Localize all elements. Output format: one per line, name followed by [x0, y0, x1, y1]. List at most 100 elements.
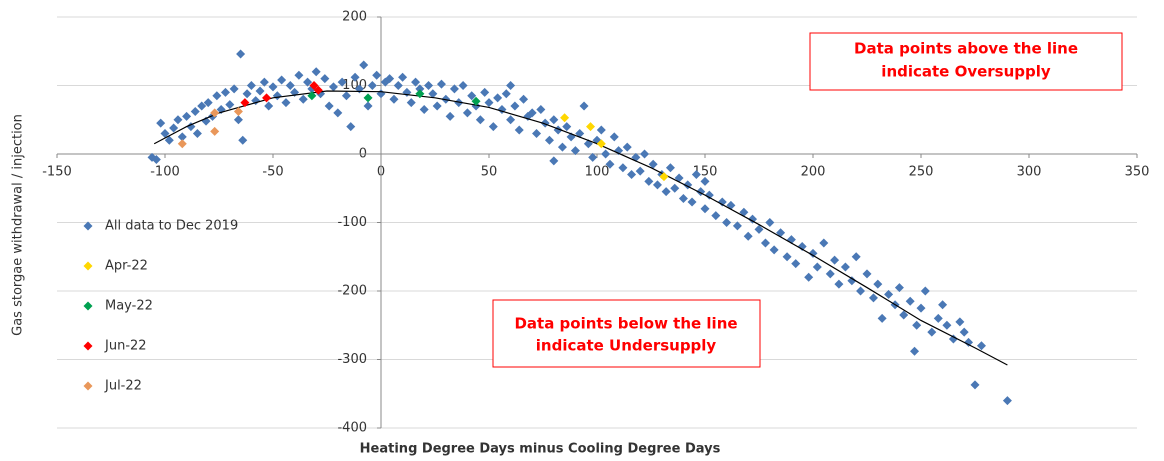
point	[389, 94, 399, 104]
point	[970, 380, 980, 390]
point	[678, 194, 688, 204]
point	[285, 81, 295, 90]
x-tick-label: 250	[909, 165, 934, 180]
point	[532, 128, 542, 138]
point	[313, 85, 323, 95]
point	[324, 101, 334, 111]
point	[570, 146, 580, 156]
point	[363, 93, 373, 103]
point	[976, 341, 986, 351]
point	[376, 89, 386, 99]
y-tick-label: -300	[337, 352, 367, 367]
point	[819, 238, 829, 248]
point	[586, 122, 596, 132]
point	[912, 320, 922, 330]
point	[212, 91, 222, 101]
point	[754, 224, 764, 234]
point	[825, 269, 835, 279]
point	[804, 272, 814, 282]
point	[449, 84, 459, 94]
point	[562, 122, 572, 132]
point	[236, 49, 246, 59]
point	[458, 81, 468, 90]
x-tick-label: 300	[1017, 165, 1042, 180]
point	[732, 221, 742, 231]
legend-marker	[83, 301, 93, 311]
point	[722, 218, 732, 227]
point	[233, 115, 243, 125]
annotation-box	[492, 299, 761, 368]
point	[942, 320, 952, 330]
point	[933, 313, 943, 323]
point	[514, 125, 524, 135]
point	[424, 81, 434, 90]
point	[862, 269, 872, 279]
point	[328, 82, 338, 92]
point	[557, 142, 567, 152]
x-tick-label: -100	[150, 165, 180, 180]
point	[475, 115, 485, 125]
point	[210, 126, 220, 136]
x-tick-label: 350	[1125, 165, 1150, 180]
y-tick-label: -100	[337, 215, 367, 230]
point	[367, 81, 377, 90]
legend-label: All data to Dec 2019	[105, 219, 238, 234]
legend-marker	[83, 261, 93, 271]
point	[640, 149, 650, 159]
point	[398, 72, 408, 82]
point	[164, 135, 174, 145]
point	[255, 86, 265, 96]
point	[246, 81, 256, 90]
point	[884, 289, 894, 299]
annotation: Data points above the line	[854, 40, 1078, 58]
point	[560, 113, 570, 123]
x-axis-title: Heating Degree Days minus Cooling Degree…	[360, 442, 721, 457]
point	[769, 245, 779, 255]
x-tick-label: -150	[42, 165, 72, 180]
point	[648, 159, 658, 169]
point	[411, 77, 421, 87]
point	[156, 118, 166, 128]
point	[527, 108, 537, 118]
point	[467, 91, 477, 101]
point	[303, 77, 313, 87]
annotation: Data points below the line	[514, 315, 737, 333]
legend-label: Jun-22	[104, 339, 147, 354]
point	[618, 163, 628, 173]
marks	[147, 49, 1012, 406]
point	[609, 132, 619, 142]
x-tick-label: -50	[262, 165, 283, 180]
point	[899, 310, 909, 320]
point	[1002, 396, 1012, 406]
point	[700, 176, 710, 186]
point	[264, 101, 274, 111]
point	[659, 172, 669, 182]
point	[385, 74, 395, 84]
point	[309, 81, 319, 90]
point	[644, 176, 654, 186]
point	[920, 286, 930, 296]
legend-label: May-22	[105, 299, 153, 314]
point	[894, 283, 904, 293]
y-tick-label: 200	[342, 10, 367, 25]
point	[320, 74, 330, 84]
point	[808, 248, 818, 258]
point	[596, 139, 606, 149]
point	[704, 190, 714, 200]
point	[363, 101, 373, 111]
point	[717, 197, 727, 207]
point	[851, 252, 861, 262]
point	[480, 87, 490, 97]
point	[877, 313, 887, 323]
point	[797, 241, 807, 251]
point	[192, 128, 202, 138]
point	[359, 60, 369, 70]
point	[622, 142, 632, 152]
point	[259, 77, 269, 87]
annotation: indicate Oversupply	[881, 63, 1051, 81]
point	[765, 218, 775, 227]
point	[294, 70, 304, 80]
trendline	[153, 90, 1008, 366]
point	[415, 89, 425, 99]
point	[350, 72, 360, 82]
